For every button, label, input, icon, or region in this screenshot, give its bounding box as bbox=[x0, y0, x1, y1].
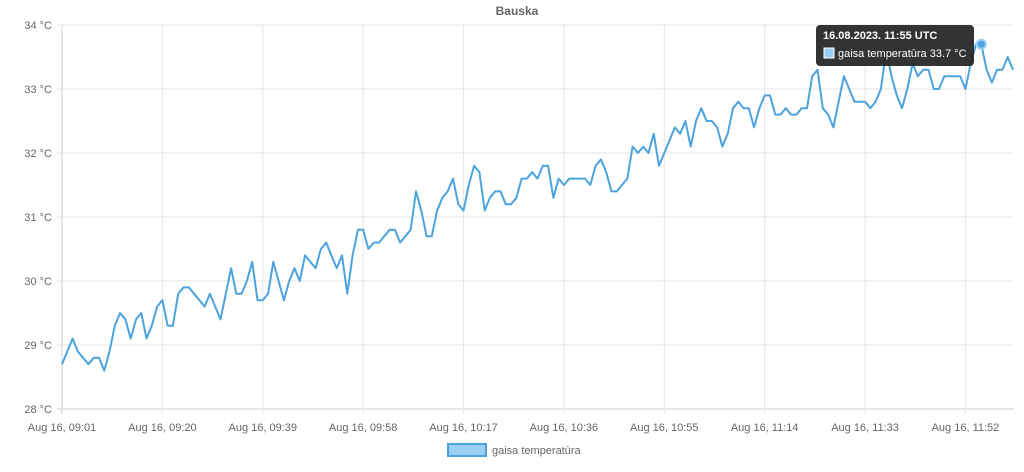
legend[interactable]: gaisa temperatūra bbox=[447, 443, 582, 457]
y-tick-label: 28 °C bbox=[24, 404, 52, 416]
x-tick-label: Aug 16, 09:58 bbox=[329, 422, 398, 434]
tooltip-swatch bbox=[823, 47, 835, 59]
y-axis: 28 °C 29 °C 30 °C 31 °C 32 °C 33 °C 34 °C bbox=[24, 20, 52, 416]
y-tick-label: 31 °C bbox=[24, 212, 52, 224]
series-line-gaisa-temperatura bbox=[61, 43, 1014, 372]
x-tick-label: Aug 16, 09:01 bbox=[28, 422, 97, 434]
tooltip-label: gaisa temperatūra 33.7 °C bbox=[838, 48, 967, 60]
legend-label: gaisa temperatūra bbox=[492, 445, 582, 457]
x-tick-label: Aug 16, 10:36 bbox=[530, 422, 599, 434]
x-tick-label: Aug 16, 11:52 bbox=[932, 422, 1000, 434]
x-tick-label: Aug 16, 09:20 bbox=[128, 422, 197, 434]
grid-lines bbox=[57, 24, 1013, 414]
y-tick-label: 32 °C bbox=[24, 148, 52, 160]
x-tick-label: Aug 16, 09:39 bbox=[229, 422, 298, 434]
y-tick-label: 33 °C bbox=[24, 84, 52, 96]
highlighted-point bbox=[975, 38, 987, 50]
y-tick-label: 34 °C bbox=[24, 20, 52, 32]
chart-title: Bauska bbox=[496, 4, 539, 18]
x-tick-label: Aug 16, 11:33 bbox=[831, 422, 899, 434]
legend-swatch bbox=[447, 443, 487, 457]
x-axis: Aug 16, 09:01 Aug 16, 09:20 Aug 16, 09:39 A… bbox=[28, 422, 1000, 434]
x-tick-label: Aug 16, 11:14 bbox=[731, 422, 799, 434]
tooltip: 16.08.2023. 11:55 UTC gaisa temperatūra … bbox=[816, 25, 974, 66]
tooltip-box bbox=[816, 25, 974, 66]
y-tick-label: 30 °C bbox=[24, 276, 52, 288]
tooltip-title: 16.08.2023. 11:55 UTC bbox=[823, 30, 937, 42]
y-tick-label: 29 °C bbox=[24, 340, 52, 352]
x-tick-label: Aug 16, 10:17 bbox=[429, 422, 498, 434]
x-tick-label: Aug 16, 10:55 bbox=[630, 422, 699, 434]
series-group bbox=[61, 38, 1014, 372]
